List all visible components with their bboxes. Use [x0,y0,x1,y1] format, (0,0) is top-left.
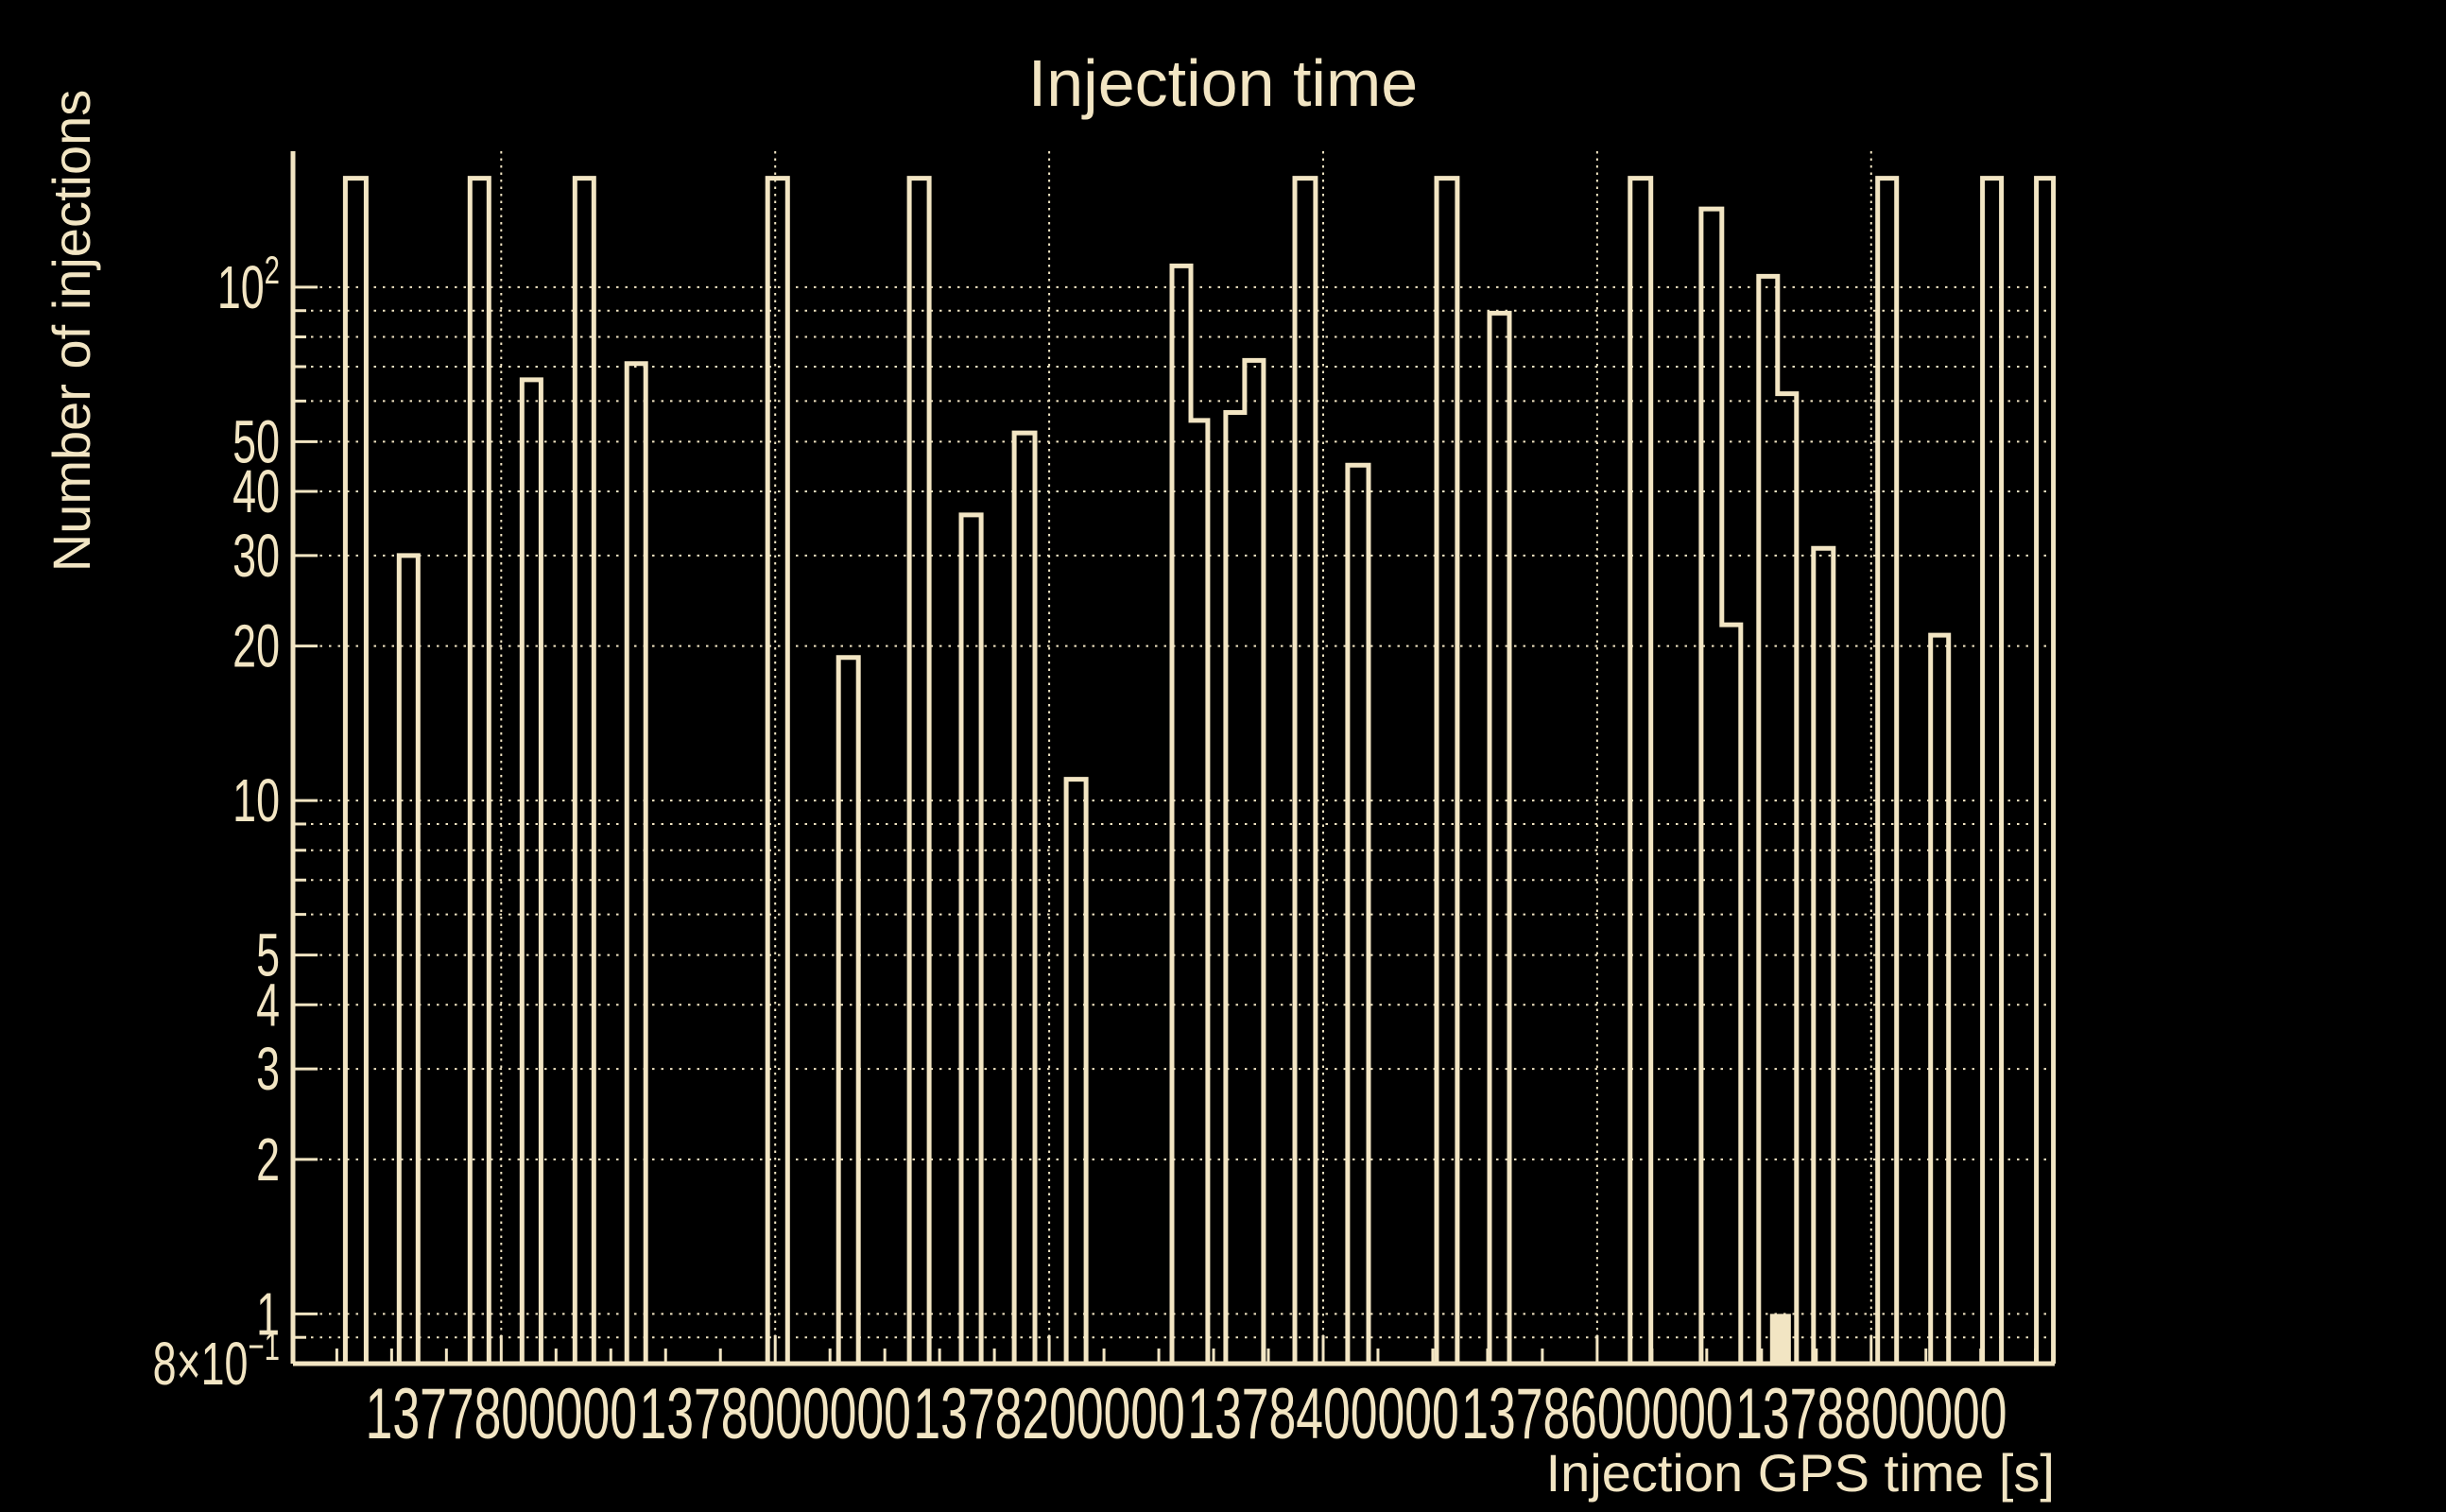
y-tick-label: 30 [233,522,280,590]
y-axis-title: Number of injections [42,90,101,572]
x-axis-ticks [335,1335,2038,1364]
y-tick-label: 50 [233,407,280,475]
x-axis-tick-labels: 1377800000 1378000000 1378200000 1378400000… [366,1373,2007,1453]
y-tick-label: 2 [256,1125,280,1194]
y-tick-label: 20 [233,612,280,680]
y-tick-label: 102 [217,248,280,321]
y-tick-label: 8×10−1 [153,1324,280,1398]
x-axis-title: Injection GPS time [s] [1546,1443,2055,1503]
x-tick-label: 1378600000 [1461,1373,1732,1453]
x-tick-label: 1378200000 [913,1373,1184,1453]
y-tick-label: 10 [233,766,280,834]
y-tick-label: 3 [256,1035,280,1103]
y-axis-ticks [293,285,318,1366]
histogram-bars [342,176,2057,1364]
chart-title: Injection time [1028,46,1418,120]
y-tick-label: 5 [256,921,280,989]
x-tick-label: 1378400000 [1187,1373,1458,1453]
x-tick-label: 1378000000 [640,1373,911,1453]
x-tick-label: 1377800000 [366,1373,637,1453]
x-tick-label: 1378800000 [1735,1373,2007,1453]
y-tick-label: 4 [256,971,280,1039]
y-tick-label: 1 [256,1280,280,1348]
y-tick-label: 40 [233,457,280,525]
